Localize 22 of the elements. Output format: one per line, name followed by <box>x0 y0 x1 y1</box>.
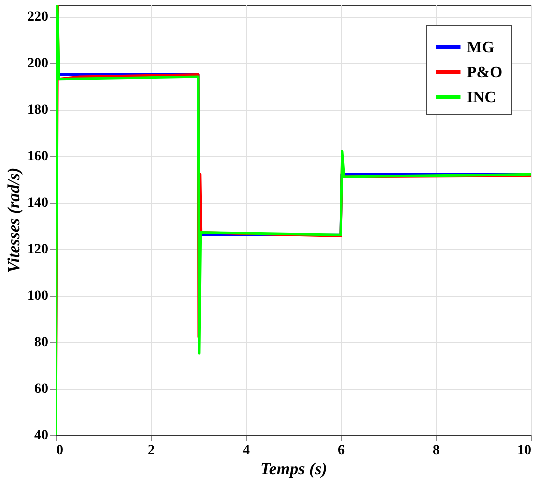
x-tick-label: 10 <box>518 444 532 458</box>
legend-label: INC <box>467 90 496 106</box>
x-axis-title: Temps (s) <box>260 460 328 478</box>
y-tick-label: 200 <box>28 56 48 72</box>
y-tick-label: 40 <box>34 428 48 444</box>
legend-label: P&O <box>467 64 503 82</box>
y-tick-label: 160 <box>28 150 48 165</box>
y-tick-label: 60 <box>34 382 48 398</box>
y-tick-label: 140 <box>28 196 48 212</box>
legend-label: MG <box>467 40 496 56</box>
x-tick-label: 8 <box>433 444 440 458</box>
y-tick-label: 220 <box>28 10 48 26</box>
x-tick-label: 2 <box>148 444 155 458</box>
line-series <box>56 5 531 435</box>
x-tick-label: 4 <box>243 444 250 458</box>
y-tick-label: 180 <box>28 103 48 118</box>
y-tick-label: 120 <box>28 242 48 258</box>
y-tick-label: 100 <box>28 289 48 304</box>
x-tick-label: 6 <box>338 444 345 458</box>
y-tick-label: 80 <box>34 336 48 351</box>
y-axis-title: Vitesses (rad/s) <box>4 168 24 274</box>
x-tick-label: 0 <box>56 444 64 458</box>
